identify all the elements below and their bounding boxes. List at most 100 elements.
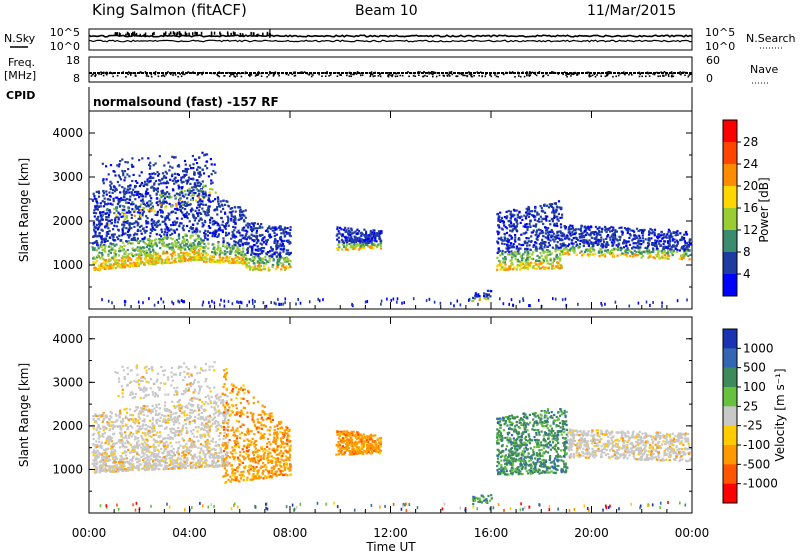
- heatmap-cell: [100, 216, 103, 219]
- noise-spike: [266, 33, 269, 37]
- heatmap-cell: [254, 244, 257, 247]
- heatmap-cell: [214, 260, 217, 263]
- heatmap-cell: [112, 264, 115, 267]
- heatmap-cell: [243, 220, 246, 223]
- heatmap-cell: [653, 234, 656, 237]
- heatmap-cell: [554, 250, 557, 253]
- heatmap-cell: [273, 252, 276, 255]
- heatmap-cell: [596, 227, 599, 230]
- heatmap-cell: [159, 258, 163, 261]
- heatmap-cell: [367, 239, 370, 242]
- freq-point: [229, 75, 231, 78]
- heatmap-cell: [96, 202, 99, 205]
- heatmap-cell: [207, 214, 210, 217]
- heatmap-cell: [108, 223, 111, 226]
- freq-point: [687, 75, 690, 78]
- heatmap-cell: [160, 211, 163, 214]
- heatmap-cell: [509, 210, 512, 213]
- heatmap-cell: [183, 247, 186, 250]
- heatmap-cell: [137, 300, 140, 304]
- heatmap-cell: [125, 451, 128, 454]
- noise-spike: [172, 31, 175, 35]
- heatmap-cell: [522, 257, 525, 260]
- heatmap-cell: [657, 256, 661, 259]
- heatmap-cell: [128, 211, 131, 214]
- heatmap-cell: [631, 239, 634, 242]
- heatmap-cell: [179, 197, 182, 200]
- heatmap-cell: [508, 265, 511, 268]
- heatmap-cell: [141, 212, 145, 215]
- heatmap-cell: [363, 247, 366, 250]
- heatmap-cell: [211, 220, 214, 223]
- heatmap-cell: [259, 247, 262, 250]
- heatmap-cell: [160, 261, 163, 264]
- heatmap-cell: [617, 247, 620, 250]
- heatmap-cell: [108, 195, 112, 198]
- noise-spike: [178, 31, 180, 35]
- heatmap-cell: [119, 409, 122, 412]
- freq-point: [248, 74, 250, 76]
- heatmap-cell: [662, 248, 665, 251]
- heatmap-cell: [135, 264, 138, 267]
- heatmap-cell: [211, 232, 214, 235]
- heatmap-cell: [171, 242, 174, 245]
- heatmap-cell: [606, 227, 609, 231]
- freq-point: [129, 74, 132, 76]
- heatmap-cell: [612, 242, 615, 245]
- heatmap-cell: [248, 235, 251, 238]
- heatmap-cell: [135, 190, 138, 193]
- heatmap-cell: [106, 198, 109, 201]
- heatmap-cell: [200, 202, 203, 205]
- heatmap-cell: [152, 222, 155, 225]
- heatmap-cell: [660, 255, 663, 258]
- heatmap-cell: [559, 230, 562, 233]
- heatmap-cell: [553, 222, 556, 225]
- heatmap-cell: [245, 224, 248, 227]
- heatmap-cell: [367, 234, 370, 237]
- heatmap-cell: [193, 185, 196, 189]
- heatmap-cell: [168, 229, 171, 232]
- heatmap-cell: [108, 263, 111, 266]
- heatmap-cell: [253, 266, 256, 269]
- heatmap-cell: [135, 248, 138, 251]
- heatmap-cell: [159, 182, 163, 185]
- heatmap-cell: [118, 264, 121, 267]
- heatmap-cell: [125, 211, 128, 214]
- heatmap-cell: [643, 228, 646, 231]
- heatmap-cell: [604, 302, 606, 306]
- heatmap-cell: [160, 204, 163, 207]
- heatmap-cell: [207, 242, 210, 245]
- freq-point: [112, 75, 114, 78]
- heatmap-cell: [275, 302, 277, 306]
- colorbar-segment: [723, 208, 737, 231]
- freq-point: [679, 73, 681, 75]
- heatmap-cell: [146, 244, 149, 247]
- heatmap-cell: [289, 241, 292, 244]
- heatmap-cell: [190, 194, 193, 197]
- heatmap-cell: [501, 239, 504, 242]
- heatmap-cell: [569, 232, 572, 235]
- heatmap-cell: [182, 180, 185, 183]
- heatmap-cell: [114, 260, 117, 263]
- noise-spike: [266, 31, 269, 35]
- freq-point: [250, 74, 253, 76]
- colorbar-segment: [723, 120, 737, 143]
- heatmap-cell: [169, 261, 172, 264]
- heatmap-cell: [156, 252, 159, 256]
- heatmap-cell: [123, 255, 126, 258]
- heatmap-cell: [496, 230, 499, 233]
- heatmap-cell: [573, 233, 576, 236]
- heatmap-cell: [151, 263, 154, 266]
- heatmap-cell: [556, 215, 559, 218]
- heatmap-cell: [128, 227, 132, 230]
- heatmap-cell: [148, 210, 151, 213]
- heatmap-cell: [196, 184, 199, 187]
- heatmap-cell: [166, 226, 169, 229]
- freq-right-tick-top: 60: [706, 54, 720, 67]
- heatmap-cell: [110, 221, 113, 225]
- heatmap-cell: [526, 244, 529, 247]
- heatmap-cell: [617, 248, 620, 251]
- heatmap-cell: [240, 240, 243, 243]
- heatmap-cell: [684, 247, 687, 250]
- heatmap-cell: [171, 173, 174, 176]
